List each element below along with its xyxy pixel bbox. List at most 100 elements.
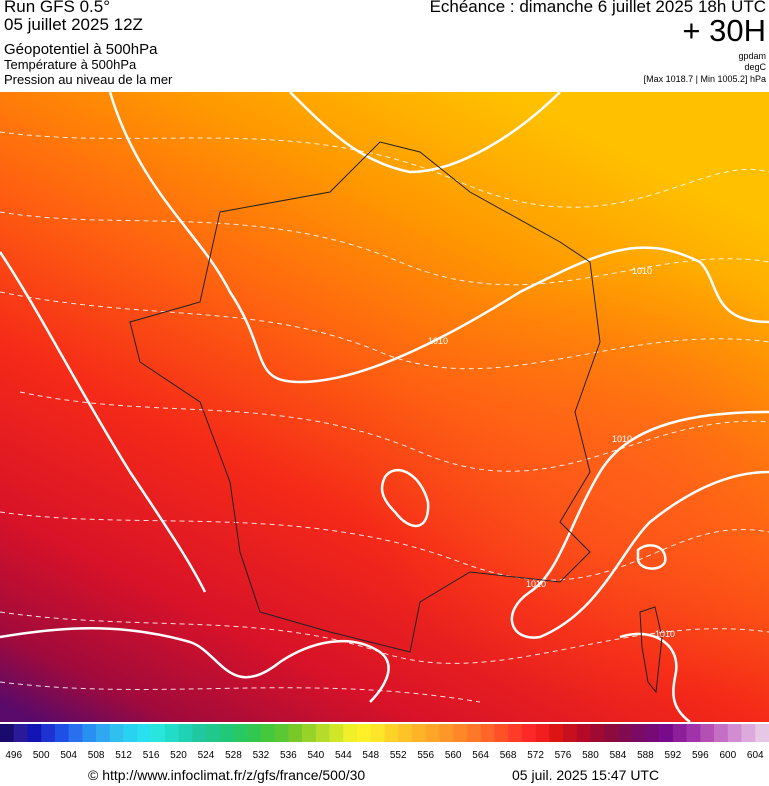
colorbar-swatch <box>645 724 660 742</box>
field-label: Pression au niveau de la mer <box>4 72 173 87</box>
isobar-label: 1010 <box>655 629 675 639</box>
pressure-range: [Max 1018.7 | Min 1005.2] hPa <box>643 74 766 84</box>
colorbar-label: 564 <box>472 750 489 761</box>
colorbar-label: 524 <box>198 750 215 761</box>
colorbar-swatch <box>741 724 756 742</box>
colorbar-swatch <box>727 724 742 742</box>
colorbar-swatch <box>672 724 687 742</box>
run-date: 05 juillet 2025 12Z <box>4 15 143 34</box>
colorbar-swatch <box>288 724 303 742</box>
colorbar-swatch <box>398 724 413 742</box>
colorbar-label: 512 <box>115 750 132 761</box>
lead-time: + 30H <box>682 13 766 48</box>
colorbar-label: 508 <box>88 750 105 761</box>
colorbar-swatch <box>96 724 111 742</box>
colorbar-swatch <box>82 724 97 742</box>
colorbar-swatch <box>205 724 221 742</box>
isobar-label: 1010 <box>612 434 632 444</box>
colorbar-label: 600 <box>719 750 736 761</box>
colorbar-swatch <box>192 724 207 742</box>
colorbar: 496 500 504 508 512 516 520 524 528 532 536 540 544 5… <box>0 724 769 761</box>
colorbar-swatch <box>370 724 385 742</box>
colorbar-swatch <box>411 724 426 742</box>
colorbar-swatch <box>164 724 179 742</box>
colorbar-swatch <box>425 724 440 742</box>
colorbar-swatch <box>302 724 317 742</box>
isobar-label: 1010 <box>632 266 652 276</box>
colorbar-swatch <box>494 724 509 742</box>
colorbar-label: 584 <box>610 750 627 761</box>
colorbar-label: 556 <box>417 750 434 761</box>
colorbar-swatch <box>109 724 124 742</box>
colorbar-swatch <box>357 724 372 742</box>
unit: gpdam <box>738 51 766 61</box>
colorbar-label: 520 <box>170 750 187 761</box>
colorbar-swatch <box>178 724 193 742</box>
colorbar-label: 504 <box>60 750 77 761</box>
colorbar-swatch <box>453 724 468 742</box>
isobars <box>0 92 769 722</box>
colorbar-swatch <box>439 724 454 742</box>
isotherms <box>0 131 769 703</box>
colorbar-swatch <box>466 724 481 742</box>
colorbar-swatch <box>0 724 15 742</box>
colorbar-label: 516 <box>143 750 160 761</box>
colorbar-label: 572 <box>527 750 544 761</box>
unit: degC <box>744 62 766 72</box>
colorbar-label: 500 <box>33 750 50 761</box>
colorbar-swatch <box>700 724 715 742</box>
colorbar-swatch <box>590 724 605 742</box>
colorbar-swatch <box>260 724 275 742</box>
colorbar-label: 496 <box>5 750 22 761</box>
field-label: Géopotentiel à 500hPa <box>4 41 158 58</box>
colorbar-label: 544 <box>335 750 352 761</box>
field-label: Température à 500hPa <box>4 57 137 72</box>
colorbar-swatch <box>274 724 289 742</box>
colorbar-label: 548 <box>362 750 379 761</box>
country-outline <box>129 141 601 653</box>
colorbar-label: 604 <box>747 750 764 761</box>
colorbar-label: 588 <box>637 750 654 761</box>
run-title: Run GFS 0.5° <box>4 0 111 16</box>
colorbar-swatch <box>384 724 399 742</box>
colorbar-label: 568 <box>500 750 517 761</box>
colorbar-label: 580 <box>582 750 599 761</box>
colorbar-label: 536 <box>280 750 297 761</box>
colorbar-label: 552 <box>390 750 407 761</box>
colorbar-swatch <box>247 724 262 742</box>
map: 1010 1010 1010 1010 1010 <box>0 92 769 722</box>
colorbar-label: 540 <box>307 750 324 761</box>
colorbar-swatch <box>631 724 646 742</box>
colorbar-swatch <box>549 724 564 742</box>
forecast-time: Echéance : dimanche 6 juillet 2025 18h U… <box>429 0 766 16</box>
colorbar-swatch <box>755 724 769 742</box>
colorbar-label: 560 <box>445 750 462 761</box>
colorbar-swatch <box>686 724 701 742</box>
isobar-label-group: 1010 1010 1010 1010 1010 <box>428 266 675 639</box>
colorbar-swatch <box>617 724 632 742</box>
timestamp: 05 juil. 2025 15:47 UTC <box>512 767 660 783</box>
colorbar-swatch <box>13 724 28 742</box>
colorbar-swatch <box>604 724 619 742</box>
colorbar-swatch <box>480 724 495 742</box>
isobar-label: 1010 <box>526 579 546 589</box>
colorbar-swatch <box>329 724 344 742</box>
colorbar-swatch <box>68 724 83 742</box>
colorbar-swatch <box>41 724 56 742</box>
colorbar-swatch <box>535 724 550 742</box>
colorbar-swatch <box>659 724 674 742</box>
colorbar-swatch <box>151 724 166 742</box>
colorbar-label: 528 <box>225 750 242 761</box>
colorbar-label: 596 <box>692 750 709 761</box>
map-shade <box>0 92 769 722</box>
colorbar-swatch <box>714 724 729 742</box>
colorbar-swatch <box>123 724 138 742</box>
colorbar-swatch <box>233 724 248 742</box>
colorbar-swatch <box>343 724 358 742</box>
colorbar-swatch <box>219 724 234 742</box>
colorbar-swatch <box>137 724 152 742</box>
island-outline <box>639 606 663 694</box>
isobar-label: 1010 <box>428 336 448 346</box>
colorbar-label: 576 <box>555 750 572 761</box>
